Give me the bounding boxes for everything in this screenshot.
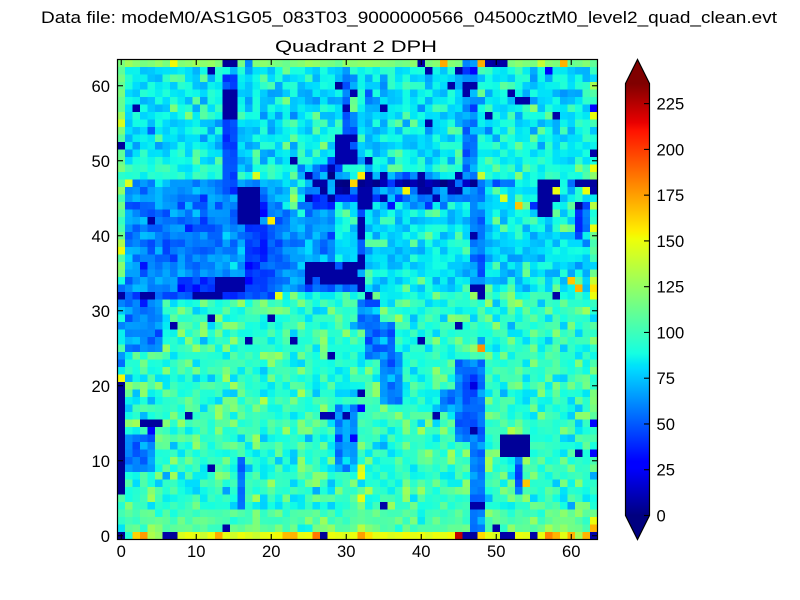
svg-text:100: 100 (657, 323, 685, 342)
svg-text:175: 175 (657, 186, 685, 205)
svg-text:20: 20 (262, 542, 280, 561)
svg-text:125: 125 (657, 278, 685, 297)
svg-text:0: 0 (117, 542, 126, 561)
svg-text:40: 40 (92, 227, 110, 246)
svg-text:150: 150 (657, 232, 685, 251)
svg-text:0: 0 (101, 527, 110, 546)
svg-text:10: 10 (92, 452, 110, 471)
svg-text:50: 50 (487, 542, 505, 561)
svg-text:75: 75 (657, 369, 675, 388)
svg-text:30: 30 (92, 302, 110, 321)
svg-text:25: 25 (657, 461, 675, 480)
svg-text:30: 30 (337, 542, 355, 561)
svg-text:60: 60 (92, 77, 110, 96)
svg-text:Quadrant 2 DPH: Quadrant 2 DPH (275, 37, 437, 56)
svg-text:20: 20 (92, 377, 110, 396)
svg-text:60: 60 (562, 542, 580, 561)
svg-text:50: 50 (92, 152, 110, 171)
svg-text:0: 0 (657, 507, 666, 526)
svg-text:200: 200 (657, 140, 685, 159)
svg-text:10: 10 (187, 542, 205, 561)
svg-text:Data file: modeM0/AS1G05_083T0: Data file: modeM0/AS1G05_083T03_90000005… (41, 8, 777, 27)
svg-text:50: 50 (657, 415, 675, 434)
svg-text:40: 40 (412, 542, 430, 561)
svg-text:225: 225 (657, 95, 685, 114)
